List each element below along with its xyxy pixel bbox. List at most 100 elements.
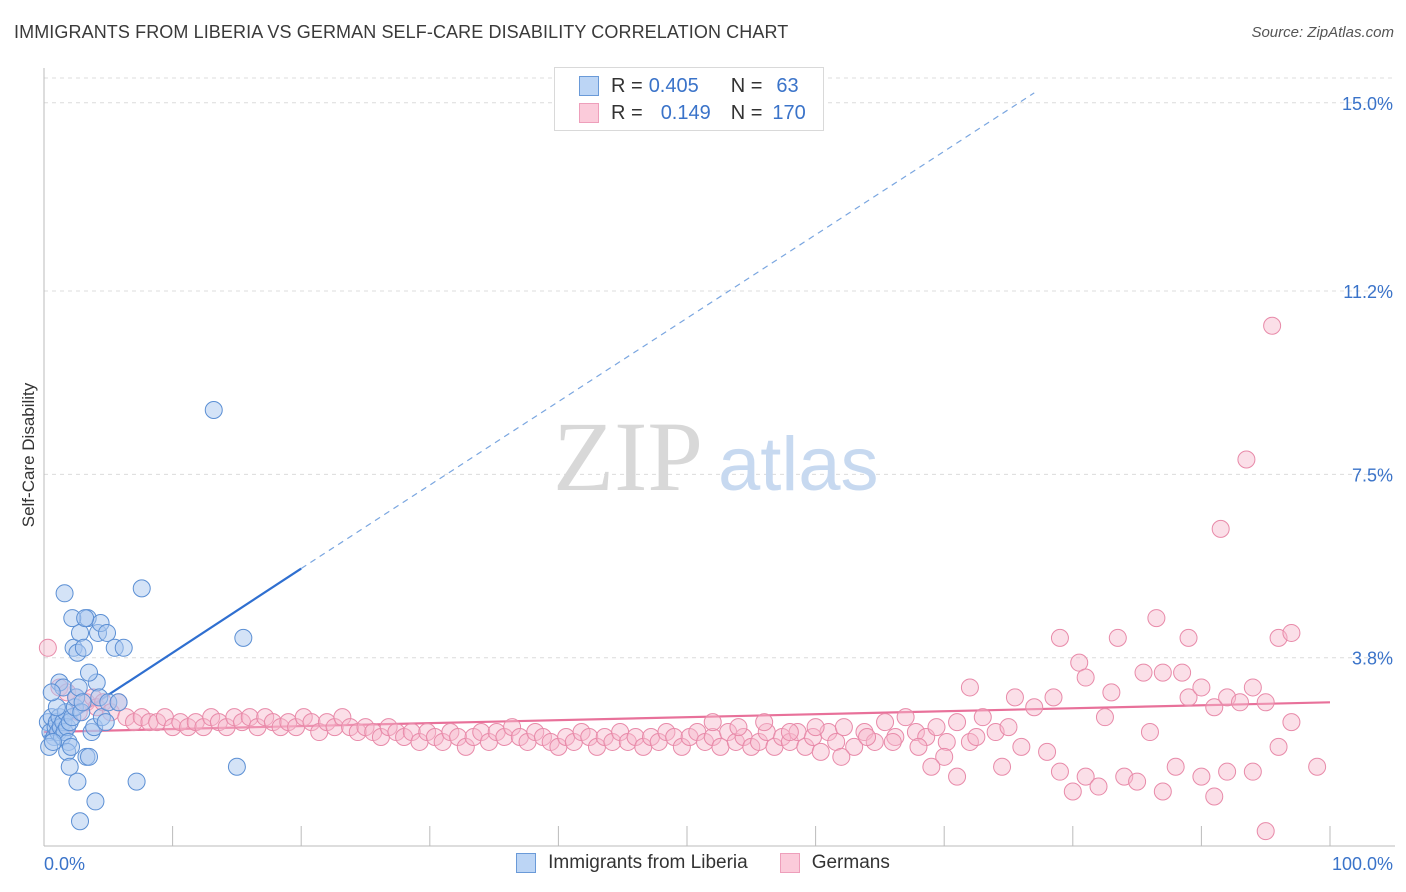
legend-row-germans: R = 0.149 N = 170 [579,101,806,125]
liberia-point [69,678,88,697]
germans-point [1095,708,1114,727]
germans-point [1044,688,1063,707]
germans-point [1025,698,1044,717]
liberia-point [60,757,79,776]
germans-point [1243,678,1262,697]
liberia-swatch [516,853,537,873]
legend-r-label: R = [611,101,643,124]
germans-point [886,727,905,746]
germans-point [580,727,599,746]
germans-point [603,732,622,751]
germans-point [993,757,1012,776]
germans-swatch [579,103,599,123]
chart-title: IMMIGRANTS FROM LIBERIA VS GERMAN SELF-C… [14,22,789,42]
liberia-point [74,638,93,657]
legend-r-value: 0.405 [648,74,699,97]
germans-point [883,732,902,751]
germans-point [935,747,954,766]
legend-row-liberia: R = 0.405 N = 63 [579,74,799,98]
y-axis-label: Self-Care Disability [19,382,38,527]
liberia-point [42,683,61,702]
germans-point [1218,762,1237,781]
y-tick-label: 7.5% [1352,465,1393,485]
liberia-point [62,737,81,756]
legend-n-value: 170 [772,101,806,124]
germans-trend-line [43,701,1331,734]
liberia-point [68,772,87,791]
y-tick-label: 11.2% [1343,282,1393,302]
y-tick-label: 15.0% [1342,94,1393,114]
germans-point [780,723,799,742]
legend-label-germans: Germans [811,852,890,873]
germans-swatch [779,853,800,873]
germans-point [927,718,946,737]
germans-point [1256,822,1275,841]
germans-point [999,718,1018,737]
germans-point [1140,723,1159,742]
liberia-point [76,609,95,628]
germans-point [1308,757,1327,776]
germans-point [896,708,915,727]
germans-point [755,713,774,732]
legend-n-value: 63 [776,74,799,97]
germans-point [1173,663,1192,682]
germans-point [1179,628,1198,647]
liberia-point [98,623,117,642]
germans-point [626,727,645,746]
axis-labels: 3.8% 7.5% 11.2% 15.0% 0.0% 100.0% Self-Care Di… [19,94,1393,874]
germans-point [1076,668,1095,687]
legend-item-liberia[interactable]: Immigrants from Liberia [516,852,748,874]
source-credit: Source: ZipAtlas.com [1251,24,1394,41]
germans-point [967,727,986,746]
legend-item-germans[interactable]: Germans [779,852,890,874]
germans-point [1134,663,1153,682]
germans-point [876,713,895,732]
germans-point [449,727,468,746]
watermark: ZIP atlas [553,401,879,512]
germans-point [1282,713,1301,732]
liberia-point [204,400,223,419]
germans-point [325,718,344,737]
germans-point [834,718,853,737]
germans-point [38,638,57,657]
correlation-legend: R = 0.405 N = 63 R = 0.149 N = 170 [554,67,824,131]
germans-point [672,737,691,756]
germans-point [1108,628,1127,647]
liberia-point [71,812,90,831]
x-tick-label: 0.0% [44,854,85,874]
liberia-point [96,713,115,732]
liberia-point [73,693,92,712]
germans-point [858,727,877,746]
germans-point [1179,688,1198,707]
liberia-point [227,757,246,776]
germans-point [1128,772,1147,791]
germans-point [1153,663,1172,682]
germans-point [402,723,421,742]
germans-point [1050,762,1069,781]
germans-point [1192,678,1211,697]
liberia-point [127,772,146,791]
x-tick-label: 100.0% [1332,854,1393,874]
germans-point [832,747,851,766]
germans-point [909,737,928,756]
liberia-point [234,628,253,647]
germans-point [703,713,722,732]
liberia-swatch [579,76,599,96]
germans-point [1012,737,1031,756]
germans-point [906,723,925,742]
germans-point [333,708,352,727]
germans-point [937,732,956,751]
germans-point [1153,782,1172,801]
germans-point [1237,450,1256,469]
legend-n-label: N = [730,101,763,124]
germans-point [806,718,825,737]
liberia-point [44,732,63,751]
germans-point [1205,787,1224,806]
germans-point [845,737,864,756]
germans-point [495,727,514,746]
germans-point [1230,693,1249,712]
germans-point [1063,782,1082,801]
germans-point [1282,623,1301,642]
legend-r-value: 0.149 [660,101,711,124]
